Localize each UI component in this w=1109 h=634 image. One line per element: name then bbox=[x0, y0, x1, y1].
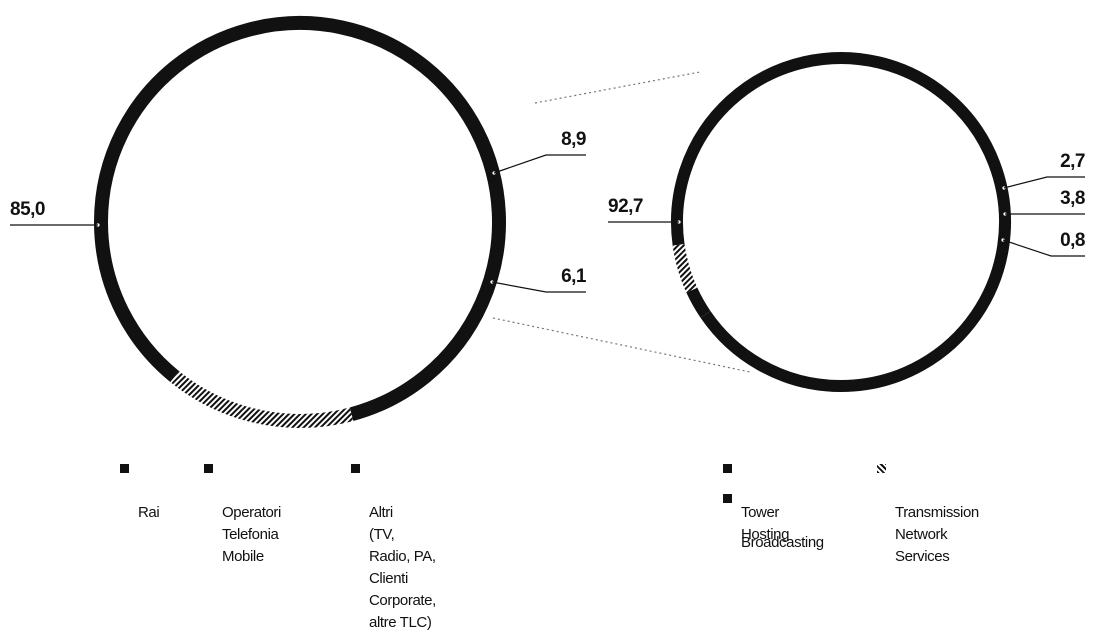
data-label-1-1: 2,7 bbox=[1060, 151, 1085, 172]
slice-0-1 bbox=[239, 405, 354, 428]
data-label-1-0: 92,7 bbox=[608, 196, 643, 217]
legend-swatch bbox=[204, 464, 213, 473]
legend-swatch bbox=[351, 464, 360, 473]
data-label-0-2: 6,1 bbox=[561, 266, 587, 287]
callout-line-1-1 bbox=[1003, 176, 1085, 189]
legend-item-altri: Altri (TV, Radio, PA, Clienti Corporate,… bbox=[351, 458, 436, 634]
legend-item-rai: Rai bbox=[120, 458, 160, 524]
data-label-1-2: 3,8 bbox=[1060, 188, 1085, 209]
connector-line-top bbox=[534, 71, 701, 104]
legend-item-broadcasting: Broadcasting bbox=[723, 488, 824, 554]
slice-0-2 bbox=[170, 371, 244, 419]
callout-line-0-1 bbox=[493, 154, 586, 174]
legend-swatch bbox=[723, 464, 732, 473]
data-label-1-3: 0,8 bbox=[1060, 230, 1085, 251]
legend-item-transmission: Transmission Network Services bbox=[877, 458, 979, 568]
connector-line-bottom bbox=[492, 317, 751, 373]
pie-charts: 85,0 8,9 6,1 92,7 2,7 3,8 0,8 bbox=[10, 16, 1086, 428]
legend-swatch bbox=[877, 464, 886, 473]
slice-1-1 bbox=[686, 287, 711, 318]
legend-item-operatori: Operatori Telefonia Mobile bbox=[204, 458, 281, 568]
slice-0-0 bbox=[94, 16, 506, 421]
legend-swatch bbox=[120, 464, 129, 473]
slice-1-3 bbox=[672, 243, 686, 255]
legend-item-tower-hosting: Tower Hosting bbox=[723, 458, 789, 546]
data-label-0-1: 8,9 bbox=[561, 129, 586, 150]
data-label-0-0: 85,0 bbox=[10, 199, 45, 220]
slice-1-2 bbox=[674, 251, 698, 293]
legend-swatch bbox=[723, 494, 732, 503]
slice-1-0 bbox=[671, 52, 1011, 392]
callout-line-0-2 bbox=[491, 281, 586, 293]
callout-line-1-3 bbox=[1002, 239, 1085, 257]
